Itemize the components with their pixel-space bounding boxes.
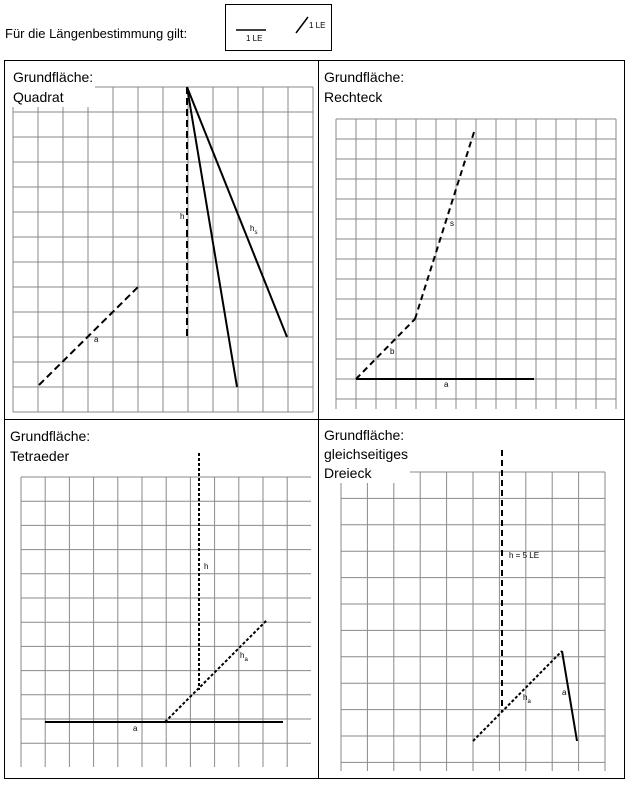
tetraeder-label-a: a (133, 724, 138, 733)
unit-legend-box: 1 LE 1 LE (225, 4, 332, 51)
dreieck-label-line1: Grundfläche: (324, 427, 405, 443)
dreieck-label-line2: gleichseitiges (324, 446, 409, 462)
dreieck-label-ha: ha (523, 693, 531, 705)
quadrat-label-h: h (180, 212, 184, 221)
dreieck-height-ha (472, 650, 563, 742)
quadrat-edge-s (186, 86, 238, 388)
rechteck-figure: a b s (335, 118, 617, 409)
panel-dreieck: h = 5 LE ha a Grundfläche: gleichseitige… (318, 419, 625, 779)
quadrat-slant-height (186, 86, 288, 338)
quadrat-label-hs: hs (250, 224, 257, 236)
rechteck-edge-s (414, 128, 476, 320)
dreieck-label-a: a (562, 688, 567, 697)
rechteck-label-title: Grundfläche: Rechteck (322, 67, 407, 107)
tetraeder-label-line2: Tetraeder (10, 448, 70, 464)
tetraeder-figure: a h ha (20, 453, 311, 767)
unit-legend-svg: 1 LE 1 LE (236, 16, 325, 43)
quadrat-label-a: a (94, 335, 99, 344)
rechteck-label-line2: Rechteck (324, 89, 383, 105)
quadrat-figure: a h hs (12, 86, 314, 413)
panel-rechteck: a b s Grundfläche: Rechteck (318, 60, 625, 420)
rechteck-label-b: b (390, 347, 395, 356)
dreieck-label-title: Grundfläche: gleichseitiges Dreieck (322, 426, 411, 483)
tetraeder-label-line1: Grundfläche: (10, 428, 91, 444)
dreieck-figure: h = 5 LE ha a (340, 450, 606, 771)
dreieck-label-h: h = 5 LE (509, 551, 539, 560)
dreieck-edge-a (561, 650, 578, 742)
rechteck-edge-b (355, 318, 416, 380)
dreieck-label-line3: Dreieck (324, 465, 372, 481)
quadrat-label-title: Grundfläche: Quadrat (11, 67, 96, 107)
rechteck-label-a: a (444, 380, 449, 389)
rechteck-label-s: s (450, 219, 454, 228)
quadrat-label-line1: Grundfläche: (13, 69, 94, 85)
tetraeder-label-title: Grundfläche: Tetraeder (8, 426, 93, 466)
quadrat-label-line2: Quadrat (13, 89, 64, 105)
panel-tetraeder: a h ha Grundfläche: Tetraeder (4, 419, 319, 779)
header-text: Für die Längenbestimmung gilt: (5, 26, 188, 41)
panel-quadrat: a h hs Grundfläche: Quadrat (4, 60, 319, 420)
legend-diagonal-label: 1 LE (309, 21, 325, 30)
quadrat-edge-a (38, 286, 139, 386)
tetraeder-label-h: h (204, 562, 208, 571)
legend-diagonal-unit (295, 16, 309, 34)
legend-horizontal-label: 1 LE (246, 34, 262, 43)
tetraeder-label-ha: ha (240, 651, 248, 663)
tetraeder-height-ha (164, 619, 268, 723)
rechteck-label-line1: Grundfläche: (324, 69, 405, 85)
